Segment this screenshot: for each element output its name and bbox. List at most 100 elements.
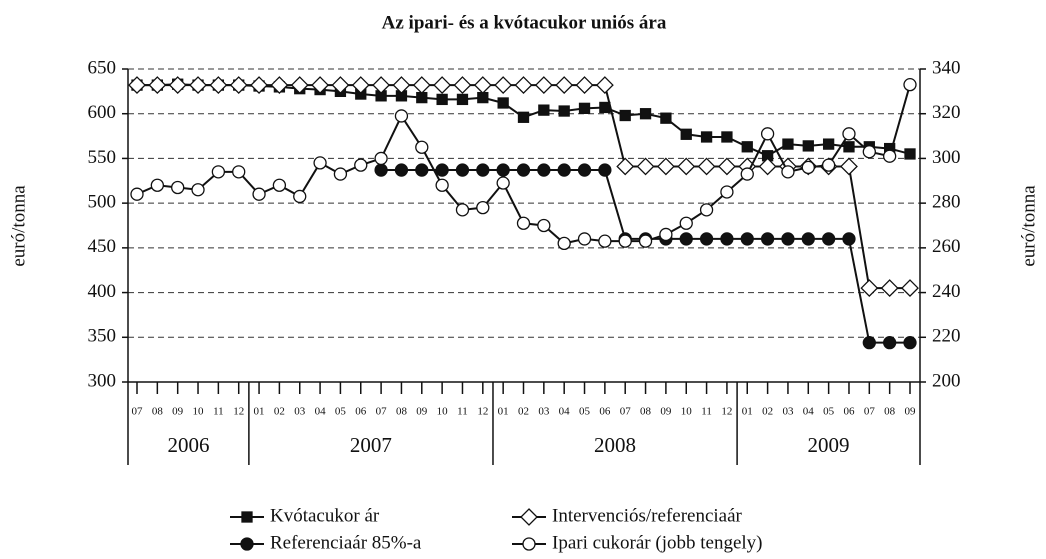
x-tick-label: 09 (416, 406, 428, 418)
x-group-label: 2008 (594, 433, 636, 457)
x-tick-label: 11 (701, 406, 712, 418)
data-point (150, 178, 164, 192)
data-point (374, 151, 388, 166)
data-point (801, 232, 815, 246)
y-tick-label: 650 (88, 57, 117, 78)
data-point (333, 167, 348, 181)
y2-tick-label: 240 (932, 281, 961, 302)
data-point (270, 76, 289, 95)
legend-label: Intervenciós/referenciaár (552, 505, 743, 526)
x-tick-label: 11 (457, 406, 468, 418)
y2-tick-label: 300 (932, 147, 961, 168)
y2-tick-label: 340 (932, 57, 961, 78)
data-point (516, 163, 531, 177)
x-tick-label: 04 (315, 406, 327, 418)
data-point (229, 76, 248, 95)
x-tick-label: 10 (437, 406, 449, 418)
x-tick-label: 10 (193, 406, 205, 418)
x-tick-label: 07 (132, 406, 144, 418)
legend-marker (520, 508, 538, 526)
legend-label: Referenciaár 85%-a (270, 532, 422, 553)
data-point (514, 76, 533, 95)
data-point (618, 234, 632, 248)
data-point (130, 187, 144, 201)
data-point (699, 203, 714, 217)
x-tick-label: 08 (152, 406, 164, 418)
x-tick-label: 06 (599, 406, 611, 418)
data-point (211, 165, 226, 179)
data-point (679, 232, 693, 246)
data-point (760, 127, 775, 141)
y2-tick-label: 220 (932, 326, 961, 347)
x-tick-label: 06 (355, 406, 367, 418)
data-point (901, 279, 919, 298)
x-tick-label: 07 (376, 406, 388, 418)
x-tick-label: 12 (721, 406, 732, 418)
y2-tick-label: 200 (932, 370, 961, 391)
x-tick-label: 03 (538, 406, 550, 418)
data-point (517, 111, 530, 123)
data-point (534, 76, 553, 95)
data-point (718, 157, 736, 176)
y2-tick-label: 260 (932, 236, 961, 257)
x-tick-label: 02 (274, 406, 285, 418)
x-tick-label: 10 (681, 406, 693, 418)
data-point (453, 76, 472, 95)
x-tick-label: 08 (884, 406, 896, 418)
data-point (860, 279, 879, 298)
data-point (842, 232, 856, 246)
data-point (496, 176, 510, 190)
data-point (537, 163, 551, 177)
data-point (557, 236, 571, 251)
data-point (840, 157, 858, 176)
data-point (636, 157, 655, 176)
legend-label: Ipari cukorár (jobb tengely) (552, 532, 763, 553)
data-point (555, 76, 574, 95)
data-point (821, 158, 836, 172)
data-point (374, 163, 388, 177)
x-tick-label: 05 (823, 406, 835, 418)
x-tick-label: 09 (905, 406, 917, 418)
x-tick-label: 04 (559, 406, 571, 418)
legend-label: Kvótacukor ár (270, 505, 380, 526)
data-point (372, 76, 391, 95)
data-point (862, 145, 876, 159)
data-point (168, 76, 187, 95)
x-tick-label: 12 (477, 406, 488, 418)
x-tick-label: 09 (172, 406, 184, 418)
data-point (619, 109, 631, 122)
x-tick-label: 07 (620, 406, 632, 418)
x-tick-label: 07 (864, 406, 876, 418)
data-point (903, 78, 917, 92)
data-point (740, 232, 754, 246)
x-tick-label: 09 (660, 406, 672, 418)
data-point (290, 76, 309, 95)
data-point (435, 163, 449, 177)
x-tick-label: 02 (762, 406, 773, 418)
data-point (496, 163, 510, 177)
data-point (595, 76, 614, 95)
data-point (880, 279, 899, 298)
data-point (311, 76, 329, 95)
data-point (679, 216, 693, 230)
data-point (700, 131, 713, 143)
data-point (598, 234, 612, 248)
y-tick-label: 550 (88, 147, 117, 168)
data-point (802, 140, 814, 152)
data-point (272, 178, 287, 192)
data-point (415, 140, 429, 154)
data-point (721, 131, 733, 143)
x-tick-label: 04 (803, 406, 815, 418)
data-point (720, 185, 734, 199)
data-point (456, 93, 469, 106)
data-point (760, 232, 775, 246)
data-point (598, 163, 612, 177)
data-point (883, 149, 897, 163)
legend-marker (522, 537, 536, 551)
x-tick-label: 01 (254, 406, 265, 418)
data-point (616, 157, 635, 176)
data-point (435, 178, 449, 192)
data-point (436, 93, 448, 106)
data-point (232, 165, 246, 179)
series-line (381, 169, 910, 344)
